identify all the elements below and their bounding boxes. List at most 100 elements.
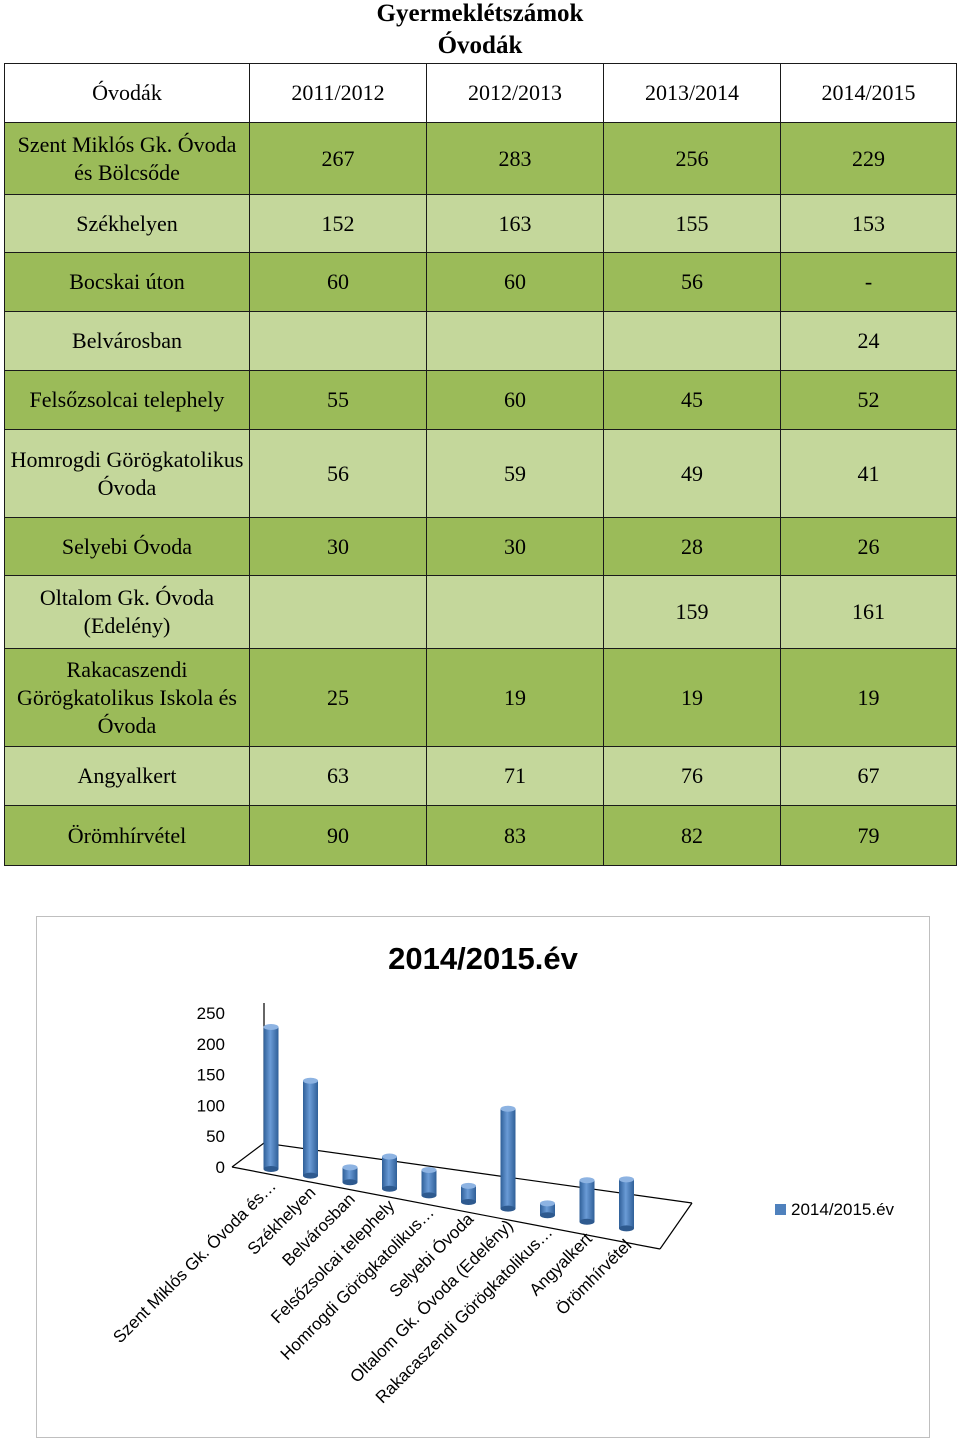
table-row: Selyebi Óvoda 30 30 28 26 [4, 517, 957, 576]
table-row: Angyalkert 63 71 76 67 [4, 746, 957, 806]
row-label: Örömhírvétel [4, 805, 250, 866]
y-tick-label: 200 [197, 1035, 225, 1054]
table-cell: 30 [426, 517, 604, 576]
bar-base [263, 1166, 279, 1172]
bar-base [303, 1172, 318, 1179]
table-cell: 60 [426, 252, 604, 312]
table-cell: 283 [426, 122, 604, 195]
table-cell: - [780, 252, 957, 312]
x-tick-label: Szent Miklós Gk. Óvoda és… [109, 1176, 279, 1346]
table-cell: 41 [780, 429, 957, 518]
table-cell: 19 [426, 648, 604, 747]
table-cell: 67 [780, 746, 957, 806]
bar-top [540, 1200, 555, 1207]
y-tick-label: 250 [197, 1004, 225, 1023]
table-row: Homrogdi Görögkatolikus Óvoda 56 59 49 41 [4, 429, 957, 518]
table-row: Székhelyen 152 163 155 153 [4, 194, 957, 253]
table-row: Bocskai úton 60 60 56- [4, 252, 957, 312]
back-wall [263, 1003, 693, 1204]
floor-right [659, 1202, 693, 1250]
table-row: Oltalom Gk. Óvoda (Edelény) 159 161 [4, 575, 957, 649]
table-cell: 25 [249, 648, 427, 747]
table-cell: 28 [603, 517, 781, 576]
bar-top [342, 1164, 358, 1171]
row-label: Bocskai úton [4, 252, 250, 312]
chart-frame: 2014/2015.év 0 50 100 150 200 250 Szent Miklós … [36, 916, 930, 1438]
table-cell: 59 [426, 429, 604, 518]
enrollment-table: Óvodák 2011/2012 2012/2013 2013/2014 201… [4, 63, 957, 866]
table-cell: 19 [780, 648, 957, 747]
row-label: Rakacaszendi Görögkatolikus Iskola és Óv… [4, 648, 250, 747]
table-cell [603, 311, 781, 371]
table-header-row: Óvodák 2011/2012 2012/2013 2013/2014 201… [4, 63, 957, 123]
table-cell: 76 [603, 746, 781, 806]
table-cell: 82 [603, 805, 781, 866]
table-row: Rakacaszendi Görögkatolikus Iskola és Óv… [4, 648, 957, 747]
table-cell [249, 575, 427, 649]
bar-base [619, 1225, 634, 1232]
table-cell [426, 575, 604, 649]
page-title: Gyermeklétszámok [376, 0, 584, 27]
table-cell: 19 [603, 648, 781, 747]
table-cell: 60 [249, 252, 427, 312]
row-label: Felsőzsolcai telephely [4, 370, 250, 430]
row-label: Homrogdi Görögkatolikus Óvoda [4, 429, 250, 518]
table-cell: 83 [426, 805, 604, 866]
table-row: Belvárosban 24 [4, 311, 957, 371]
column-header: Óvodák [4, 63, 250, 123]
y-tick-label: 50 [206, 1127, 225, 1146]
row-label: Székhelyen [4, 194, 250, 253]
row-label: Angyalkert [4, 746, 250, 806]
table-cell: 152 [249, 194, 427, 253]
table-cell: 56 [603, 252, 781, 312]
bar-base [500, 1205, 516, 1212]
bar [263, 1024, 279, 1172]
bar [303, 1077, 318, 1179]
table-cell: 30 [249, 517, 427, 576]
y-tick-label: 0 [216, 1158, 225, 1177]
table-cell: 159 [603, 575, 781, 649]
table-cell: 71 [426, 746, 604, 806]
bar-base [579, 1218, 595, 1225]
bar-base [421, 1192, 437, 1199]
table-cell: 155 [603, 194, 781, 253]
table-row: Felsőzsolcai telephely 55 60 45 52 [4, 370, 957, 430]
bar-body [579, 1180, 595, 1222]
table-cell: 56 [249, 429, 427, 518]
bar-base [540, 1212, 555, 1219]
bar-top [263, 1024, 279, 1031]
table-cell: 163 [426, 194, 604, 253]
table-cell [426, 311, 604, 371]
legend-swatch [775, 1204, 786, 1215]
y-tick-label: 100 [197, 1096, 225, 1115]
column-header: 2012/2013 [426, 63, 604, 123]
bar-body [461, 1185, 476, 1202]
bar-body [342, 1167, 358, 1183]
bar-top [461, 1182, 476, 1189]
bar-body [303, 1080, 318, 1176]
bar-base [461, 1199, 476, 1205]
table-cell: 55 [249, 370, 427, 430]
row-label: Belvárosban [4, 311, 250, 371]
table-cell [249, 311, 427, 371]
bar-body [421, 1169, 437, 1196]
legend-label: 2014/2015.év [791, 1200, 895, 1219]
page-subtitle: Óvodák [437, 32, 523, 59]
bar-body [382, 1156, 397, 1189]
column-header: 2014/2015 [780, 63, 957, 123]
bar [461, 1182, 476, 1205]
table-cell: 256 [603, 122, 781, 195]
bar-top [500, 1105, 516, 1112]
table-cell: 52 [780, 370, 957, 430]
bar-body [500, 1108, 516, 1209]
table-cell: 267 [249, 122, 427, 195]
bar-body [540, 1203, 555, 1216]
bar [579, 1177, 595, 1225]
y-tick-label: 150 [197, 1066, 225, 1085]
table-cell: 161 [780, 575, 957, 649]
row-label: Szent Miklós Gk. Óvoda és Bölcsőde [4, 122, 250, 195]
table-cell: 45 [603, 370, 781, 430]
bar-base [382, 1185, 397, 1192]
table-cell: 60 [426, 370, 604, 430]
table-row: Örömhírvétel 90 83 82 79 [4, 805, 957, 866]
